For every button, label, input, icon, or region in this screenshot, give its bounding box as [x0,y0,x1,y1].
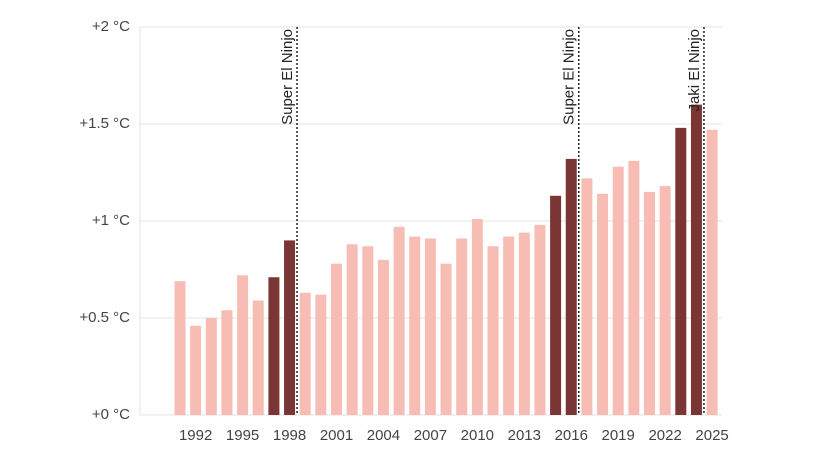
bar [690,104,702,415]
bar [424,238,436,415]
y-tick-label: +1.5 °C [79,115,130,132]
bar [581,178,593,415]
bar [205,318,217,415]
bar [456,238,468,415]
bar [377,259,389,415]
bar [315,294,327,415]
bar [237,275,249,415]
annotation-label: Super El Ninjo [279,29,296,125]
bar [362,246,374,415]
bar [675,127,687,415]
bar [550,195,562,415]
x-tick-label: 2010 [461,427,494,444]
bar [518,232,530,415]
bar [644,191,655,415]
x-tick-label: 2016 [555,427,588,444]
bar [706,129,718,415]
x-tick-label: 2004 [367,427,400,444]
bar [299,292,311,415]
x-tick-label: 1992 [179,427,212,444]
y-tick-label: +0 °C [92,406,130,423]
x-tick-label: 2019 [602,427,635,444]
bar [409,236,421,415]
bar [190,325,202,415]
bar [268,277,280,415]
x-tick-label: 2013 [508,427,541,444]
bar [331,263,342,415]
x-tick-label: 2001 [320,427,353,444]
bar [612,166,624,415]
y-tick-label: +0.5 °C [79,309,130,326]
bar [503,236,515,415]
bar [471,219,483,415]
x-tick-label: 2025 [695,427,728,444]
y-tick-label: +2 °C [92,18,130,35]
bar [221,310,233,415]
bar [252,300,264,415]
x-tick-label: 2022 [648,427,681,444]
bar [659,186,671,415]
bar [565,158,577,416]
annotation-label: Super El Ninjo [561,29,578,125]
bar [597,193,609,415]
bar [284,240,296,415]
bar [534,224,546,415]
bar [487,246,499,415]
y-tick-label: +1 °C [92,212,130,229]
bar [174,281,186,415]
x-tick-label: 2007 [414,427,447,444]
x-tick-label: 1995 [226,427,259,444]
x-tick-label: 1998 [273,427,306,444]
bar [393,226,405,415]
bar [628,160,640,415]
annotation-label: Jaki El Ninjo [686,29,703,112]
bar [346,244,358,415]
bar [440,263,452,415]
